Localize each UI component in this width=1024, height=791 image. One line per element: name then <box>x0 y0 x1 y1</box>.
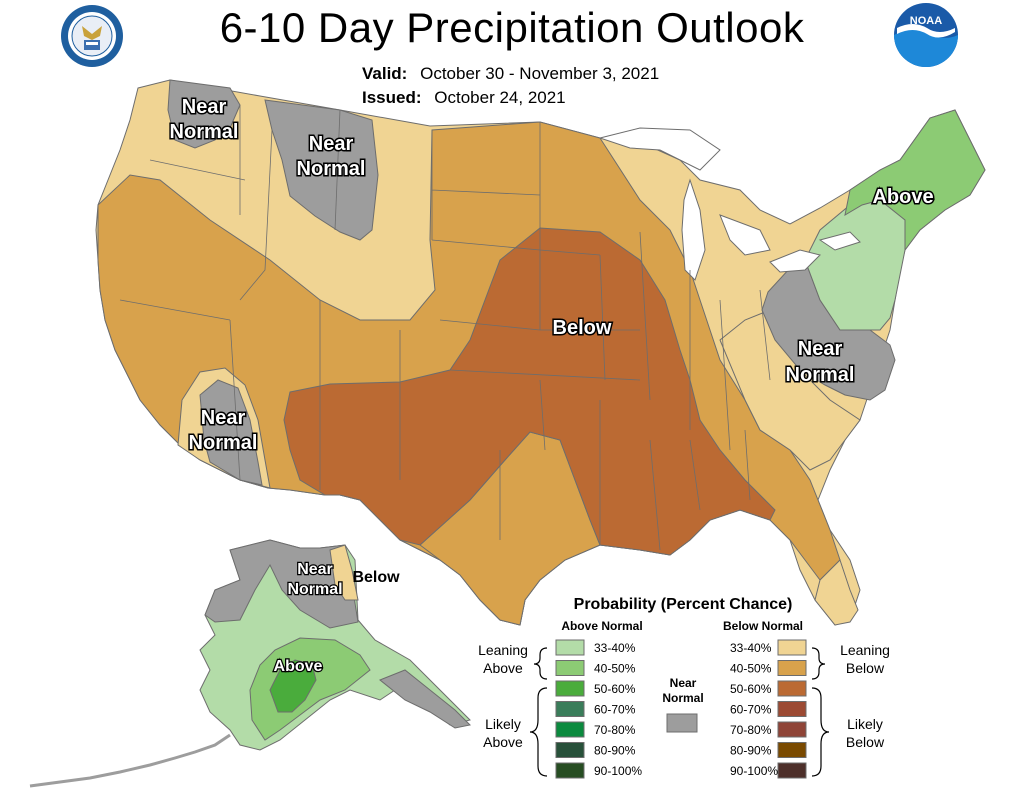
legend-below-label: 40-50% <box>730 662 772 676</box>
brace-likely-below <box>811 687 830 777</box>
legend-leaning-above-1: Leaning <box>478 642 528 658</box>
valid-value: October 30 - November 3, 2021 <box>420 64 660 83</box>
legend-likely-below-1: Likely <box>847 716 883 732</box>
alaska-above-50-60 <box>269 659 317 713</box>
label-nw-near-2: Normal <box>170 121 239 143</box>
valid-label: Valid: <box>362 64 408 83</box>
legend-leaning-below-2: Below <box>846 660 885 676</box>
legend-below-label: 33-40% <box>730 641 772 655</box>
alaska-panhandle <box>379 669 472 729</box>
legend-below-swatch <box>777 721 807 738</box>
brace-leaning-above <box>533 647 548 680</box>
issued-line: Issued: October 24, 2021 <box>362 88 566 108</box>
legend-above-swatch <box>555 639 585 656</box>
legend-likely-below-2: Below <box>846 734 885 750</box>
legend-near-2: Normal <box>662 691 703 705</box>
legend-below-swatch <box>777 701 807 717</box>
label-mt-near-1: Near <box>309 133 354 155</box>
legend-above-swatch <box>555 721 585 738</box>
legend-likely-above-2: Above <box>483 734 523 750</box>
brace-leaning-below <box>811 647 826 680</box>
noaa-logo-icon: NOAA <box>894 3 958 68</box>
label-sw-near-1: Near <box>201 407 246 429</box>
legend-below-label: 60-70% <box>730 703 772 717</box>
legend-below-label: 90-100% <box>730 764 778 778</box>
legend-above-label: 80-90% <box>594 744 636 758</box>
state-lines <box>119 105 771 551</box>
legend-above-label: 33-40% <box>594 641 636 655</box>
legend-below-label: 70-80% <box>730 723 772 737</box>
label-mt-near-2: Normal <box>297 158 366 180</box>
legend-below-swatch <box>777 762 807 779</box>
legend-above-swatch <box>555 701 585 717</box>
legend-below-label: 50-60% <box>730 682 772 696</box>
label-ne-above: Above <box>872 186 933 208</box>
below-50-60-region <box>283 227 776 556</box>
label-ak-near-2: Normal <box>287 581 342 598</box>
legend-above-header: Above Normal <box>561 619 642 633</box>
label-sw-near-2: Normal <box>189 432 258 454</box>
legend-above-swatch <box>555 742 585 758</box>
noaa-logo-text: NOAA <box>910 15 942 27</box>
legend-below-rows: 33-40% 40-50% 50-60% 60-70% 70-80% 80-90% 90-1… <box>730 639 807 779</box>
legend-near-1: Near <box>670 676 697 690</box>
near-normal-nw <box>167 79 241 149</box>
near-normal-mt <box>264 99 379 241</box>
legend-near-swatch <box>666 713 698 733</box>
legend-above-swatch <box>555 680 585 697</box>
issued-label: Issued: <box>362 88 422 107</box>
issued-value: October 24, 2021 <box>434 88 566 107</box>
legend-above-label: 60-70% <box>594 703 636 717</box>
doc-seal-icon <box>61 5 123 67</box>
label-ak-below: Below <box>352 569 400 586</box>
legend-above-swatch <box>555 660 585 676</box>
legend-above-swatch <box>555 762 585 779</box>
legend-below-swatch <box>777 680 807 697</box>
alaska-below <box>329 544 359 601</box>
legend-likely-above-1: Likely <box>485 716 521 732</box>
label-nw-near-1: Near <box>182 96 227 118</box>
legend-leaning-below-1: Leaning <box>840 642 890 658</box>
near-normal-az <box>199 379 263 486</box>
legend-below-swatch <box>777 660 807 676</box>
legend-title: Probability (Percent Chance) <box>574 596 793 613</box>
legend-below-label: 80-90% <box>730 744 772 758</box>
below-33-40-florida <box>814 559 859 626</box>
legend-above-label: 90-100% <box>594 764 642 778</box>
label-se-near-2: Normal <box>786 364 855 386</box>
legend: Probability (Percent Chance) Above Norma… <box>478 596 890 779</box>
valid-line: Valid: October 30 - November 3, 2021 <box>362 64 659 84</box>
page-title: 6-10 Day Precipitation Outlook <box>219 4 805 51</box>
label-se-near-1: Near <box>798 338 843 360</box>
legend-below-header: Below Normal <box>723 619 803 633</box>
legend-below-swatch <box>777 639 807 656</box>
brace-likely-above <box>529 687 548 777</box>
legend-above-rows: 33-40% 40-50% 50-60% 60-70% 70-80% 80-90% 90-1… <box>555 639 642 779</box>
aleutians <box>29 733 231 788</box>
legend-below-swatch <box>777 742 807 758</box>
legend-above-label: 70-80% <box>594 723 636 737</box>
legend-above-label: 50-60% <box>594 682 636 696</box>
above-40-50-ne <box>844 109 986 252</box>
label-central-below: Below <box>553 317 612 339</box>
alaska-near-normal <box>204 539 359 629</box>
legend-leaning-above-2: Above <box>483 660 523 676</box>
label-ak-near-1: Near <box>297 561 333 578</box>
legend-above-label: 40-50% <box>594 662 636 676</box>
label-ak-above: Above <box>274 658 323 675</box>
